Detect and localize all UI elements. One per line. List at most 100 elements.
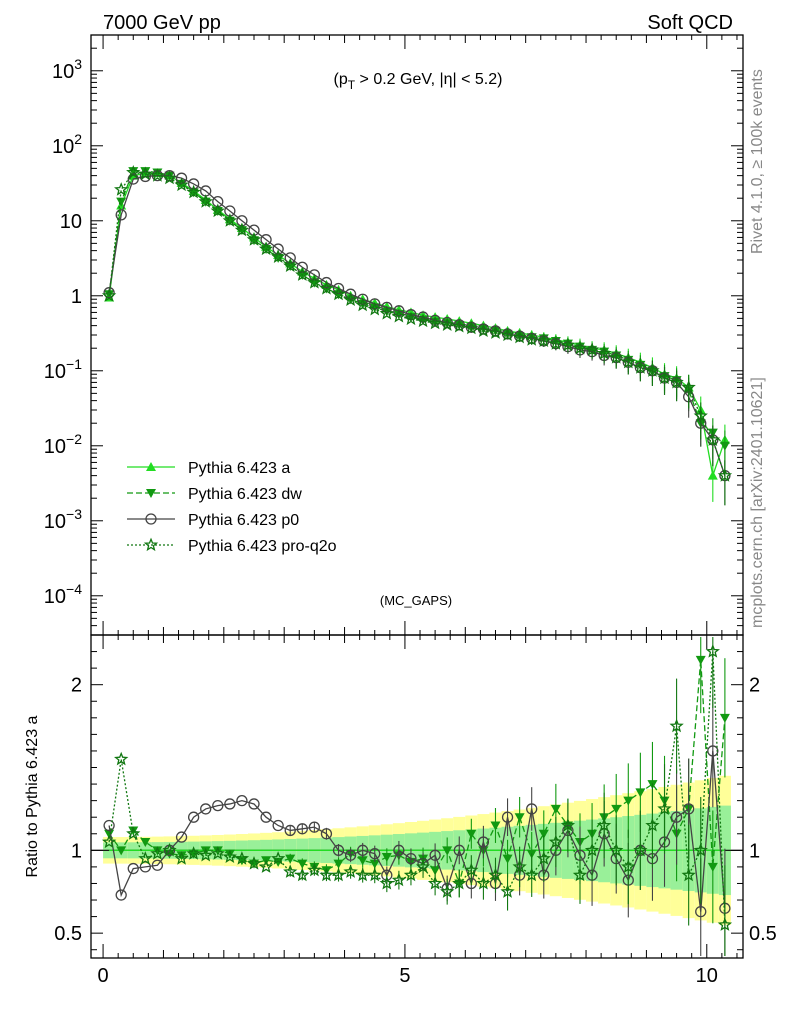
- data-point: [174, 177, 189, 192]
- legend-label: Pythia 6.423 a: [188, 460, 290, 477]
- ratio-point: [139, 861, 151, 873]
- ratio-y-tick-label: 2: [71, 675, 82, 697]
- ratio-point: [681, 867, 696, 882]
- ratio-point: [357, 844, 369, 856]
- ratio-point: [307, 862, 322, 877]
- ratio-point: [224, 849, 235, 859]
- ratio-point: [116, 846, 127, 856]
- data-point: [427, 315, 443, 330]
- data-point: [572, 340, 588, 355]
- ratio-point: [466, 829, 477, 839]
- ratio-point: [550, 804, 561, 814]
- data-point: [693, 408, 708, 423]
- ratio-point: [103, 819, 115, 832]
- legend-marker: [146, 489, 156, 498]
- data-point: [283, 258, 298, 273]
- y-tick-label: 10−4: [44, 581, 82, 608]
- ratio-line: [108, 750, 726, 912]
- y-tick-label: 10−2: [44, 431, 82, 458]
- data-point: [295, 267, 310, 281]
- ratio-point: [488, 867, 503, 882]
- cut-label: (pT > 0.2 GeV, |η| < 5.2): [334, 71, 503, 92]
- data-point: [464, 320, 479, 335]
- ratio-point: [151, 859, 164, 871]
- ratio-point: [174, 851, 189, 865]
- ratio-point: [477, 836, 490, 848]
- ratio-point: [367, 867, 382, 882]
- legend-label: Pythia 6.423 dw: [188, 486, 302, 503]
- series-pythia-6-423-pro-q2o: [101, 165, 733, 506]
- ratio-point: [524, 867, 539, 882]
- data-point: [717, 468, 733, 482]
- data-point: [101, 288, 117, 302]
- ratio-point: [609, 842, 624, 857]
- ratio-point: [296, 823, 308, 835]
- data-point: [633, 360, 648, 374]
- ratio-point: [719, 713, 730, 723]
- ratio-point: [285, 854, 296, 864]
- ratio-point: [332, 844, 345, 856]
- data-point: [452, 318, 467, 333]
- data-point: [391, 308, 407, 323]
- y-tick-label: 10−1: [44, 356, 82, 383]
- header-left: 7000 GeV pp: [103, 12, 221, 34]
- ratio-point: [114, 751, 129, 766]
- data-point: [210, 203, 225, 218]
- data-point: [319, 281, 334, 295]
- ratio-point: [272, 819, 284, 832]
- ratio-point: [126, 826, 141, 840]
- data-point: [296, 261, 308, 273]
- ratio-point: [548, 834, 563, 849]
- data-point: [343, 292, 358, 307]
- ratio-point: [670, 811, 683, 823]
- ratio-point: [176, 851, 187, 861]
- ratio-point: [308, 821, 321, 833]
- ratio-point: [200, 803, 212, 815]
- ratio-plot-panel: 0 5 10 0.5 0.5 1 1 2 2 Ratio to Pythia 6.423 a: [24, 634, 777, 987]
- ratio-point: [429, 849, 441, 861]
- data-point: [307, 274, 322, 289]
- ratio-point: [187, 811, 200, 823]
- data-point: [272, 243, 284, 255]
- ratio-point: [104, 829, 115, 839]
- ratio-point: [393, 844, 405, 856]
- ratio-point: [500, 884, 515, 898]
- legend: Pythia 6.423 a Pythia 6.423 dw Pythia 6.42…: [127, 460, 337, 555]
- data-point: [369, 303, 380, 313]
- ratio-point: [355, 867, 370, 882]
- y-tick-label: 103: [52, 56, 82, 83]
- ratio-point: [152, 846, 163, 856]
- ratio-y-tick-label-right: 2: [749, 675, 760, 697]
- legend-marker: [146, 462, 156, 471]
- ratio-point: [246, 856, 262, 870]
- x-tick-label: 5: [399, 965, 410, 987]
- data-point: [186, 184, 201, 199]
- ratio-point: [198, 847, 213, 862]
- data-point: [440, 317, 455, 331]
- data-point: [126, 165, 141, 179]
- data-point: [115, 209, 127, 221]
- ratio-point: [379, 875, 394, 890]
- y-tick-label: 10: [60, 211, 82, 233]
- ratio-point: [175, 831, 188, 843]
- ratio-point: [212, 799, 224, 812]
- ratio-y-tick-label: 0.5: [54, 923, 82, 945]
- data-point: [198, 194, 213, 208]
- ratio-point: [453, 844, 465, 856]
- analysis-tag: (MC_GAPS): [380, 593, 452, 608]
- ratio-point: [284, 824, 296, 837]
- ratio-point: [297, 859, 308, 869]
- ratio-point: [260, 811, 272, 823]
- ratio-point: [295, 867, 310, 882]
- ratio-y-tick-label-right: 0.5: [749, 923, 777, 945]
- ratio-point: [210, 846, 225, 860]
- ratio-point: [464, 862, 479, 877]
- data-point: [114, 182, 129, 196]
- data-point: [548, 336, 563, 350]
- ratio-point: [442, 846, 453, 856]
- data-point: [476, 323, 491, 338]
- side-mcplots-label: mcplots.cern.ch [arXiv:2401.10621]: [749, 377, 766, 628]
- data-point: [273, 253, 284, 263]
- ratio-axis-label: Ratio to Pythia 6.423 a: [24, 715, 41, 877]
- ratio-point: [234, 851, 250, 865]
